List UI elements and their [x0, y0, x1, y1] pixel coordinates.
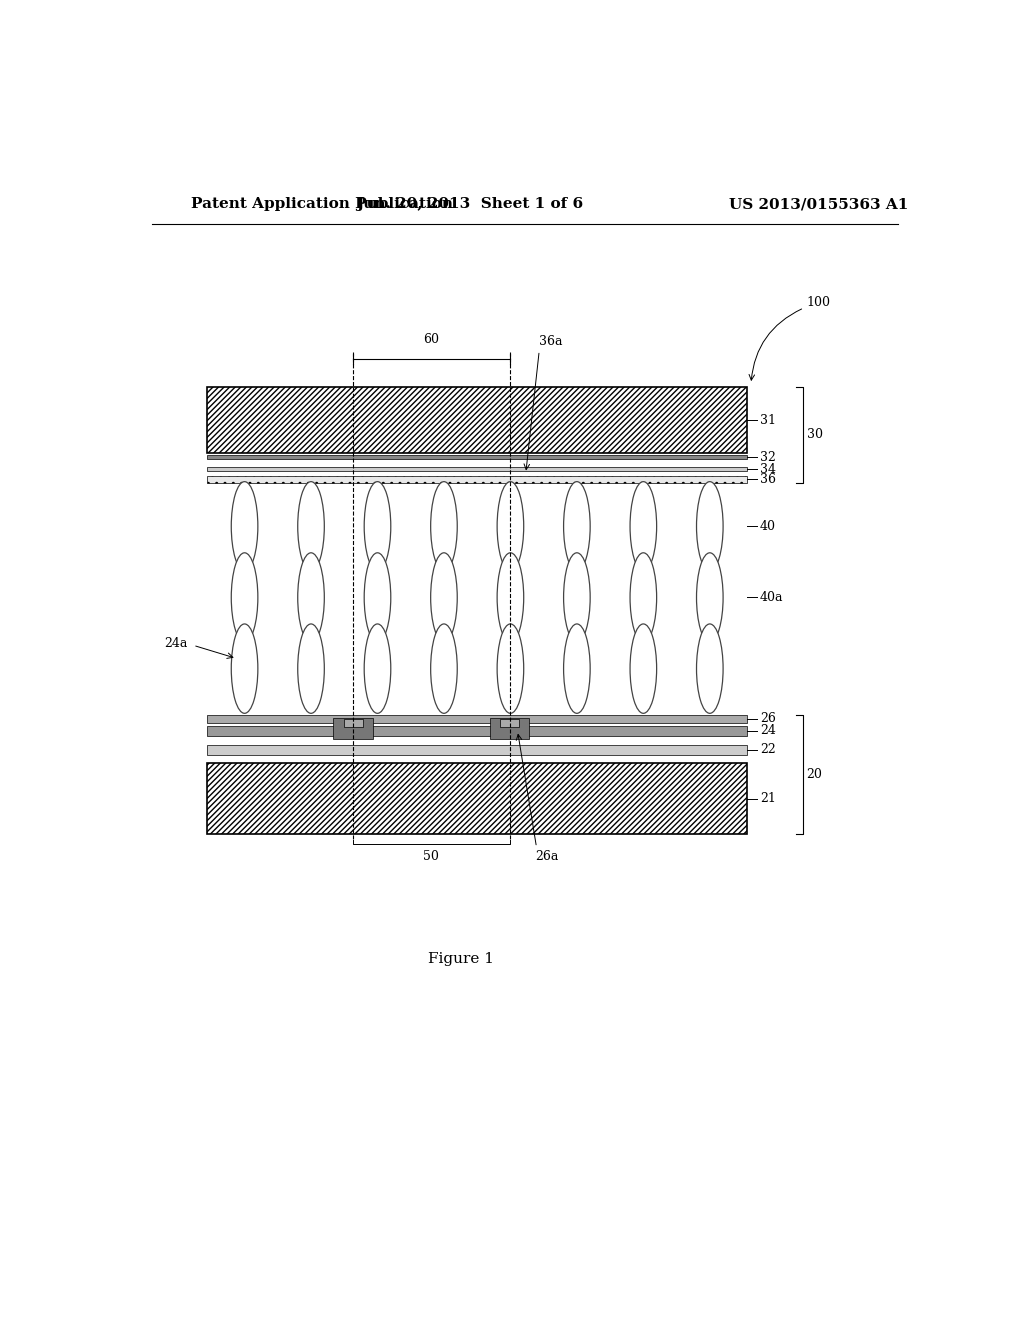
- Ellipse shape: [497, 482, 523, 572]
- Bar: [207, 475, 748, 483]
- Ellipse shape: [298, 624, 325, 713]
- Text: Patent Application Publication: Patent Application Publication: [191, 197, 454, 211]
- Ellipse shape: [365, 553, 391, 642]
- Bar: [207, 726, 748, 735]
- Bar: [207, 744, 748, 755]
- Text: 26a: 26a: [536, 850, 559, 862]
- Text: 31: 31: [760, 413, 776, 426]
- Bar: [333, 718, 373, 739]
- Text: 21: 21: [760, 792, 775, 805]
- Ellipse shape: [298, 553, 325, 642]
- Text: Jun. 20, 2013  Sheet 1 of 6: Jun. 20, 2013 Sheet 1 of 6: [355, 197, 583, 211]
- Ellipse shape: [630, 553, 656, 642]
- Ellipse shape: [696, 553, 723, 642]
- Text: 24: 24: [760, 725, 775, 737]
- Text: 50: 50: [423, 850, 439, 862]
- Text: 40a: 40a: [760, 591, 783, 605]
- Ellipse shape: [231, 624, 258, 713]
- Text: 26: 26: [760, 713, 775, 726]
- Text: 36: 36: [760, 473, 776, 486]
- Ellipse shape: [696, 624, 723, 713]
- Bar: [489, 718, 529, 739]
- Bar: [207, 467, 748, 471]
- Text: 22: 22: [760, 743, 775, 756]
- Text: 32: 32: [760, 450, 775, 463]
- Text: 36a: 36a: [540, 335, 563, 348]
- Bar: [207, 763, 748, 834]
- Text: US 2013/0155363 A1: US 2013/0155363 A1: [729, 197, 908, 211]
- Ellipse shape: [563, 482, 590, 572]
- Text: 30: 30: [807, 429, 822, 441]
- Ellipse shape: [630, 482, 656, 572]
- Ellipse shape: [365, 624, 391, 713]
- Text: 40: 40: [760, 520, 776, 533]
- Bar: [207, 387, 748, 453]
- Bar: [207, 715, 748, 722]
- Ellipse shape: [431, 482, 458, 572]
- Ellipse shape: [563, 624, 590, 713]
- Text: 24a: 24a: [164, 636, 187, 649]
- Ellipse shape: [431, 553, 458, 642]
- Ellipse shape: [497, 553, 523, 642]
- Text: Figure 1: Figure 1: [428, 952, 495, 966]
- Ellipse shape: [696, 482, 723, 572]
- Bar: [343, 719, 362, 726]
- Bar: [207, 455, 748, 459]
- Text: 20: 20: [807, 768, 822, 781]
- Ellipse shape: [497, 624, 523, 713]
- Text: 60: 60: [423, 334, 439, 346]
- Ellipse shape: [298, 482, 325, 572]
- Text: 100: 100: [807, 296, 830, 309]
- Ellipse shape: [365, 482, 391, 572]
- Text: 34: 34: [760, 463, 776, 477]
- Ellipse shape: [231, 553, 258, 642]
- Ellipse shape: [630, 624, 656, 713]
- Ellipse shape: [431, 624, 458, 713]
- Bar: [500, 719, 519, 726]
- Ellipse shape: [563, 553, 590, 642]
- Ellipse shape: [231, 482, 258, 572]
